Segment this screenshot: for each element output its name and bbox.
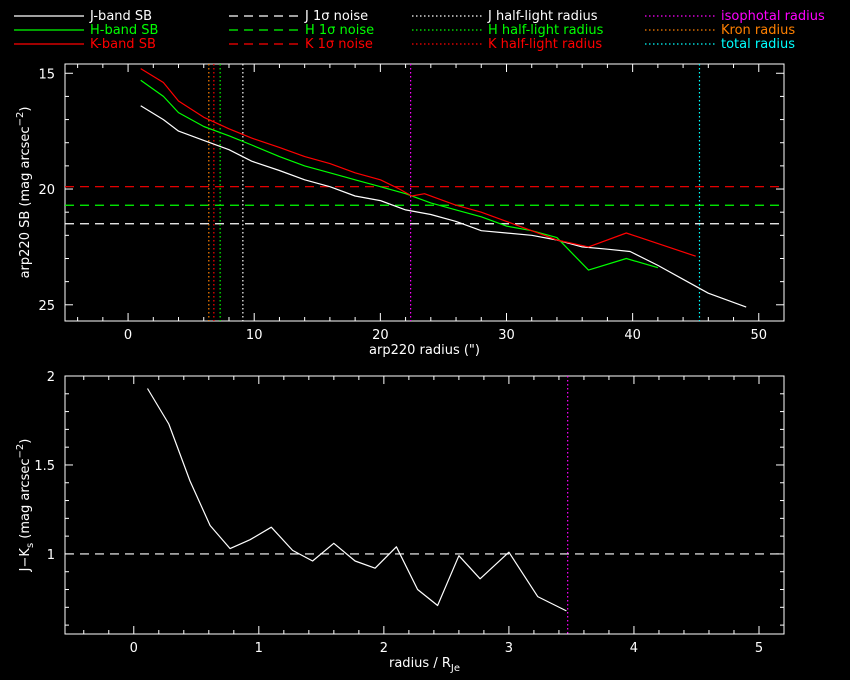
y-tick-label: 25 xyxy=(38,299,55,314)
x-tick-label: 4 xyxy=(630,641,638,656)
x-tick-label: 0 xyxy=(124,328,132,343)
y-axis-label-end: ) xyxy=(18,439,33,444)
series-line xyxy=(140,68,696,257)
legend-label: J half-light radius xyxy=(487,9,598,24)
legend-label: K half-light radius xyxy=(488,37,602,52)
legend-entry: K half-light radius xyxy=(412,37,602,52)
legend-label: J-band SB xyxy=(89,9,152,24)
x-tick-label: 40 xyxy=(624,328,641,343)
legend-entry: J-band SB xyxy=(14,9,152,24)
legend-label: H-band SB xyxy=(90,23,158,38)
legend-label: total radius xyxy=(721,37,795,52)
x-axis-label: radius / RJe xyxy=(389,656,460,674)
y-tick-label: 2 xyxy=(47,370,55,385)
x-tick-label: 1 xyxy=(255,641,263,656)
x-tick-label: 20 xyxy=(372,328,389,343)
y-tick-label: 1 xyxy=(47,548,55,563)
legend-entry: K 1σ noise xyxy=(229,37,373,52)
y-axis-label-end: ) xyxy=(18,107,33,112)
x-tick-label: 50 xyxy=(750,328,767,343)
series-line xyxy=(140,79,659,271)
legend-label: Kron radius xyxy=(721,23,795,38)
y-axis-label: arp220 SB (mag arcsec−2) xyxy=(15,107,33,279)
series-line xyxy=(146,388,567,612)
series-line xyxy=(140,105,747,308)
chart-panel-1: 0 10 20 30 40 50 15 20 25 arp220 radius (") arp220… xyxy=(15,63,785,358)
legend-entry: J 1σ noise xyxy=(229,9,368,24)
plot-area xyxy=(65,64,784,321)
y-axis-label-sup: −2 xyxy=(15,444,26,459)
legend-label: K 1σ noise xyxy=(305,37,373,52)
legend-entry: J half-light radius xyxy=(412,9,598,24)
y-axis-label-sup: −2 xyxy=(15,112,26,127)
x-axis-label: arp220 radius (") xyxy=(369,343,480,358)
y-axis-label: J−Ks (mag arcsec−2) xyxy=(15,439,36,573)
legend-label: J 1σ noise xyxy=(304,9,368,24)
legend-entry: H-band SB xyxy=(14,23,158,38)
plot-frame xyxy=(64,375,785,635)
legend-entry: H half-light radius xyxy=(412,23,604,38)
legend-label: K-band SB xyxy=(90,37,156,52)
legend-entry: H 1σ noise xyxy=(229,23,374,38)
legend-label: H half-light radius xyxy=(488,23,604,38)
y-axis-label-mid: (mag arcsec xyxy=(18,459,33,543)
legend-entry: K-band SB xyxy=(14,37,156,52)
x-axis-label-sub: Je xyxy=(450,663,460,674)
x-tick-label: 2 xyxy=(380,641,388,656)
legend-entry: total radius xyxy=(645,37,795,52)
legend-entry: isophotal radius xyxy=(645,9,825,24)
x-tick-label: 3 xyxy=(505,641,513,656)
plot-area xyxy=(65,376,784,634)
y-tick-label: 1.5 xyxy=(34,459,55,474)
y-axis-label-sub: s xyxy=(25,543,36,548)
y-tick-label: 20 xyxy=(38,183,55,198)
legend-entry: Kron radius xyxy=(645,23,795,38)
x-tick-label: 30 xyxy=(498,328,515,343)
legend-label: isophotal radius xyxy=(721,9,825,24)
x-tick-label: 10 xyxy=(246,328,263,343)
y-tick-label: 15 xyxy=(38,67,55,82)
x-tick-label: 0 xyxy=(130,641,138,656)
plot-frame xyxy=(64,63,785,322)
legend-label: H 1σ noise xyxy=(305,23,374,38)
x-tick-label: 5 xyxy=(755,641,763,656)
